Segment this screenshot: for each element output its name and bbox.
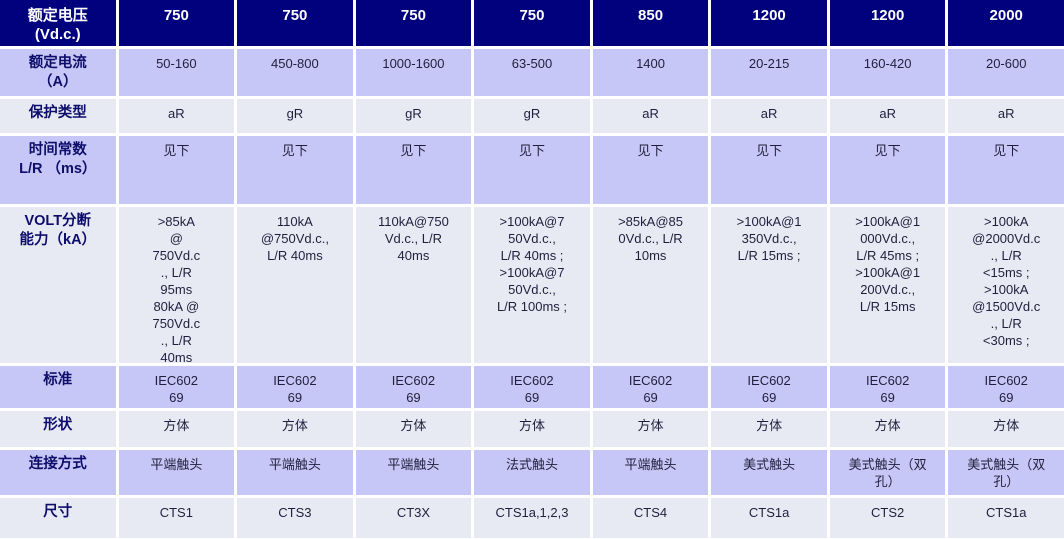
data-cell: >85kA @ 750Vd.c ., L/R 95ms 80kA @ 750Vd… (118, 207, 235, 363)
data-cell: 110kA @750Vd.c., L/R 40ms (237, 207, 353, 363)
data-cell: 平端触头 (237, 450, 353, 495)
header-cell: 1200 (711, 0, 827, 46)
row-label-rated-current: 额定电流 （A） (0, 49, 116, 96)
data-cell: 美式触头（双 孔） (829, 450, 946, 495)
data-cell: aR (711, 99, 827, 133)
data-cell: 美式触头 (711, 450, 827, 495)
header-cell: 1200 (829, 0, 946, 46)
header-cell: 750 (355, 0, 472, 46)
data-cell: IEC602 69 (474, 366, 590, 408)
data-cell: 450-800 (237, 49, 353, 96)
data-cell: 110kA@750 Vd.c., L/R 40ms (355, 207, 472, 363)
data-cell: CTS1a (948, 498, 1064, 538)
data-cell: 美式触头（双 孔） (948, 450, 1064, 495)
data-cell: gR (237, 99, 353, 133)
data-cell: 法式触头 (474, 450, 590, 495)
data-cell: IEC602 69 (711, 366, 827, 408)
data-cell: 1400 (592, 49, 709, 96)
header-cell: 750 (474, 0, 590, 46)
row-label-rated-voltage: 额定电压 (Vd.c.) (0, 0, 116, 46)
data-cell: aR (948, 99, 1064, 133)
data-cell: IEC602 69 (592, 366, 709, 408)
data-cell: 方体 (948, 411, 1064, 447)
header-cell: 750 (118, 0, 235, 46)
data-cell: >100kA @2000Vd.c ., L/R <15ms ; >100kA @… (948, 207, 1064, 363)
data-cell: 1000-1600 (355, 49, 472, 96)
data-cell: 见下 (592, 136, 709, 204)
row-label-breaking-capacity: VOLT分断 能力（kA） (0, 207, 116, 363)
data-cell: IEC602 69 (237, 366, 353, 408)
data-cell: 方体 (829, 411, 946, 447)
data-cell: 平端触头 (355, 450, 472, 495)
data-cell: 方体 (355, 411, 472, 447)
header-cell: 850 (592, 0, 709, 46)
row-label-shape: 形状 (0, 411, 116, 447)
data-cell: >100kA@7 50Vd.c., L/R 40ms ; >100kA@7 50… (474, 207, 590, 363)
data-cell: CTS1a,1,2,3 (474, 498, 590, 538)
data-cell: IEC602 69 (355, 366, 472, 408)
data-cell: CTS1 (118, 498, 235, 538)
data-cell: 160-420 (829, 49, 946, 96)
data-cell: 见下 (948, 136, 1064, 204)
data-cell: 见下 (237, 136, 353, 204)
data-cell: 方体 (592, 411, 709, 447)
data-cell: IEC602 69 (948, 366, 1064, 408)
data-cell: 见下 (474, 136, 590, 204)
data-cell: IEC602 69 (829, 366, 946, 408)
data-cell: 63-500 (474, 49, 590, 96)
header-cell: 2000 (948, 0, 1064, 46)
data-cell: 方体 (118, 411, 235, 447)
data-cell: 方体 (711, 411, 827, 447)
data-cell: aR (829, 99, 946, 133)
data-cell: 见下 (711, 136, 827, 204)
row-label-connection-type: 连接方式 (0, 450, 116, 495)
data-cell: CT3X (355, 498, 472, 538)
data-cell: >100kA@1 000Vd.c., L/R 45ms ; >100kA@1 2… (829, 207, 946, 363)
data-cell: gR (474, 99, 590, 133)
data-cell: CTS2 (829, 498, 946, 538)
data-cell: CTS4 (592, 498, 709, 538)
data-cell: 20-215 (711, 49, 827, 96)
row-label-protection-type: 保护类型 (0, 99, 116, 133)
data-cell: 20-600 (948, 49, 1064, 96)
row-label-size: 尺寸 (0, 498, 116, 538)
data-cell: 平端触头 (592, 450, 709, 495)
data-cell: 50-160 (118, 49, 235, 96)
data-cell: aR (118, 99, 235, 133)
data-cell: CTS1a (711, 498, 827, 538)
header-cell: 750 (237, 0, 353, 46)
data-cell: IEC602 69 (118, 366, 235, 408)
data-cell: aR (592, 99, 709, 133)
data-cell: >85kA@85 0Vd.c., L/R 10ms (592, 207, 709, 363)
data-cell: 平端触头 (118, 450, 235, 495)
data-cell: 见下 (118, 136, 235, 204)
data-cell: gR (355, 99, 472, 133)
data-cell: >100kA@1 350Vd.c., L/R 15ms ; (711, 207, 827, 363)
data-cell: 见下 (355, 136, 472, 204)
data-cell: 见下 (829, 136, 946, 204)
data-cell: CTS3 (237, 498, 353, 538)
row-label-standard: 标准 (0, 366, 116, 408)
data-cell: 方体 (474, 411, 590, 447)
row-label-time-constant: 时间常数 L/R （ms） (0, 136, 116, 204)
data-cell: 方体 (237, 411, 353, 447)
